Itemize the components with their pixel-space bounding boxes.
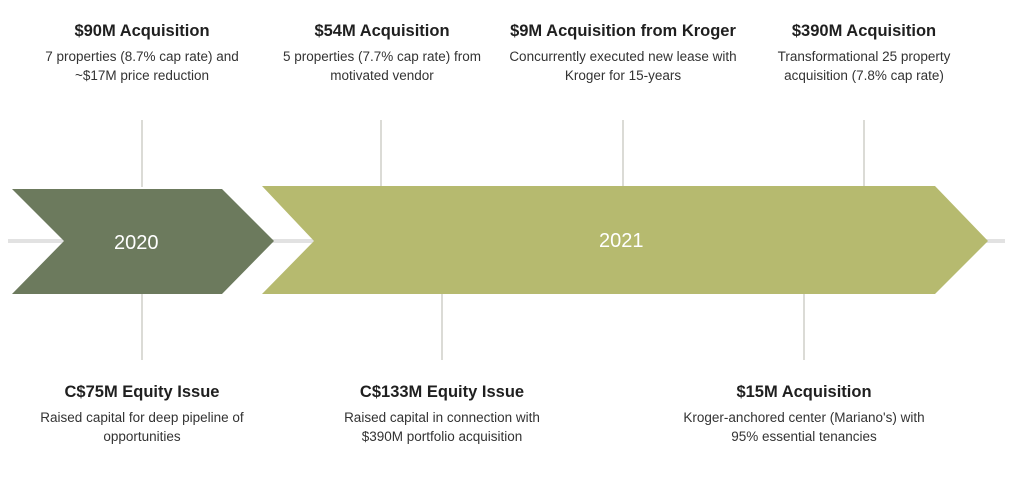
event-c75m-equity-issue: C$75M Equity Issue Raised capital for de… [12, 382, 272, 446]
event-title: $54M Acquisition [314, 22, 450, 40]
event-description: Transformational 25 property acquisition… [777, 49, 951, 83]
arrow-2021 [262, 186, 988, 294]
event-54m-acquisition: $54M Acquisition 5 properties (7.7% cap … [267, 21, 497, 85]
event-description: Raised capital in connection with $390M … [344, 410, 540, 444]
event-title: $390M Acquisition [791, 22, 937, 40]
event-9m-acquisition-kroger: $9M Acquisition from Kroger Concurrently… [503, 21, 743, 85]
year-2020-label: 2020 [114, 232, 159, 254]
arrow-2020 [12, 189, 274, 294]
event-title: C$133M Equity Issue [359, 383, 525, 401]
event-title: $90M Acquisition [74, 22, 210, 40]
event-title: C$75M Equity Issue [64, 383, 220, 401]
event-description: 7 properties (8.7% cap rate) and ~$17M p… [45, 49, 239, 83]
event-description: Concurrently executed new lease with Kro… [509, 49, 737, 83]
event-90m-acquisition: $90M Acquisition 7 properties (8.7% cap … [12, 21, 272, 85]
event-description: Kroger-anchored center (Mariano's) with … [683, 410, 925, 444]
event-description: 5 properties (7.7% cap rate) from motiva… [282, 49, 482, 83]
event-c133m-equity-issue: C$133M Equity Issue Raised capital in co… [322, 382, 562, 446]
event-title: $15M Acquisition [736, 383, 872, 401]
event-15m-acquisition: $15M Acquisition Kroger-anchored center … [674, 382, 934, 446]
year-2021-label: 2021 [599, 230, 644, 252]
event-title: $9M Acquisition from Kroger [510, 22, 736, 40]
event-390m-acquisition: $390M Acquisition Transformational 25 pr… [752, 21, 976, 85]
event-description: Raised capital for deep pipeline of oppo… [40, 410, 244, 444]
